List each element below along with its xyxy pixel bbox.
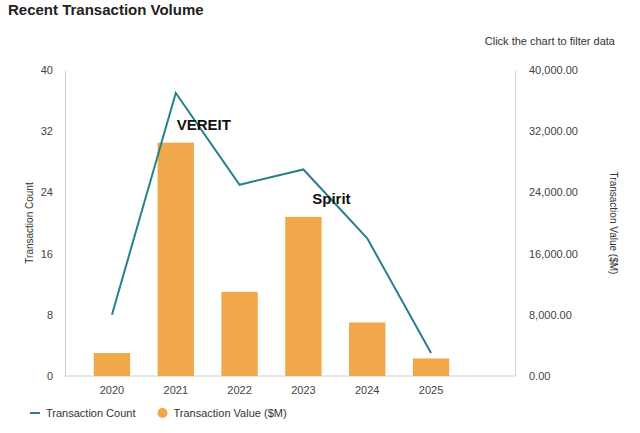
tick: 16: [41, 248, 65, 260]
tick: 8,000.00: [515, 309, 572, 321]
tick: 2020: [100, 376, 124, 396]
tick-label: 16: [41, 248, 53, 260]
tick: 40,000.00: [515, 64, 578, 76]
tick: 2021: [164, 376, 188, 396]
y2-axis-title: Transaction Value ($M): [608, 172, 619, 275]
legend-item[interactable]: Transaction Value ($M): [157, 407, 286, 419]
tick-label: 8,000.00: [529, 309, 572, 321]
tick-label: 2025: [419, 384, 443, 396]
legend-label: Transaction Count: [46, 407, 135, 419]
tick-label: 2020: [100, 384, 124, 396]
tick-label: 2024: [355, 384, 379, 396]
tick: 0: [47, 370, 65, 382]
bar[interactable]: [94, 353, 130, 376]
tick: 8: [47, 309, 65, 321]
bar[interactable]: [285, 217, 321, 376]
line[interactable]: [112, 93, 431, 353]
tick-label: 8: [47, 309, 53, 321]
legend-item[interactable]: Transaction Count: [30, 407, 135, 419]
tick-label: 2023: [291, 384, 315, 396]
legend-label: Transaction Value ($M): [173, 407, 286, 419]
tick: 2025: [419, 376, 443, 396]
tick: 24: [41, 186, 65, 198]
title: Recent Transaction Volume: [8, 1, 204, 18]
tick-label: 24: [41, 186, 53, 198]
tick: 2022: [227, 376, 251, 396]
tick-label: 32: [41, 125, 53, 137]
tick: 24,000.00: [515, 186, 578, 198]
annotation: Spirit: [312, 190, 350, 207]
tick: 2023: [291, 376, 315, 396]
tick-label: 32,000.00: [529, 125, 578, 137]
y-axis: 0 8 16 24 32 40: [41, 64, 66, 382]
tick-label: 40: [41, 64, 53, 76]
axis-line: [65, 71, 66, 377]
annotation: VEREIT: [177, 116, 231, 133]
tick-label: 40,000.00: [529, 64, 578, 76]
tick: 0.00: [515, 370, 550, 382]
tick-label: 0.00: [529, 370, 550, 382]
legend-symbol: [157, 408, 167, 418]
chart: Recent Transaction Volume Click the chart…: [0, 0, 640, 433]
tick-label: 0: [47, 370, 53, 382]
plot-area: [94, 93, 449, 376]
bar[interactable]: [158, 143, 194, 376]
tick: 2024: [355, 376, 379, 396]
subtitle: Click the chart to filter data: [485, 35, 616, 47]
tick-label: 2021: [164, 384, 188, 396]
tick-label: 24,000.00: [529, 186, 578, 198]
tick-label: 16,000.00: [529, 248, 578, 260]
tick: 16,000.00: [515, 248, 578, 260]
tick: 40: [41, 64, 65, 76]
axis-line: [515, 71, 516, 377]
bar[interactable]: [349, 322, 385, 376]
tick: 32,000.00: [515, 125, 578, 137]
y-axis-title: Transaction Count: [24, 182, 35, 264]
tick-label: 2022: [227, 384, 251, 396]
bar[interactable]: [413, 358, 449, 376]
legend-symbol: [30, 412, 40, 414]
tick: 32: [41, 125, 65, 137]
legend: Transaction Count Transaction Value ($M): [30, 407, 287, 419]
y2-axis: 0.00 8,000.00 16,000.00 24,000.00 32,000.00 4…: [515, 64, 578, 382]
x-axis: 2020 2021 2022 2023 2024 2025: [65, 376, 515, 396]
bar[interactable]: [221, 292, 257, 376]
